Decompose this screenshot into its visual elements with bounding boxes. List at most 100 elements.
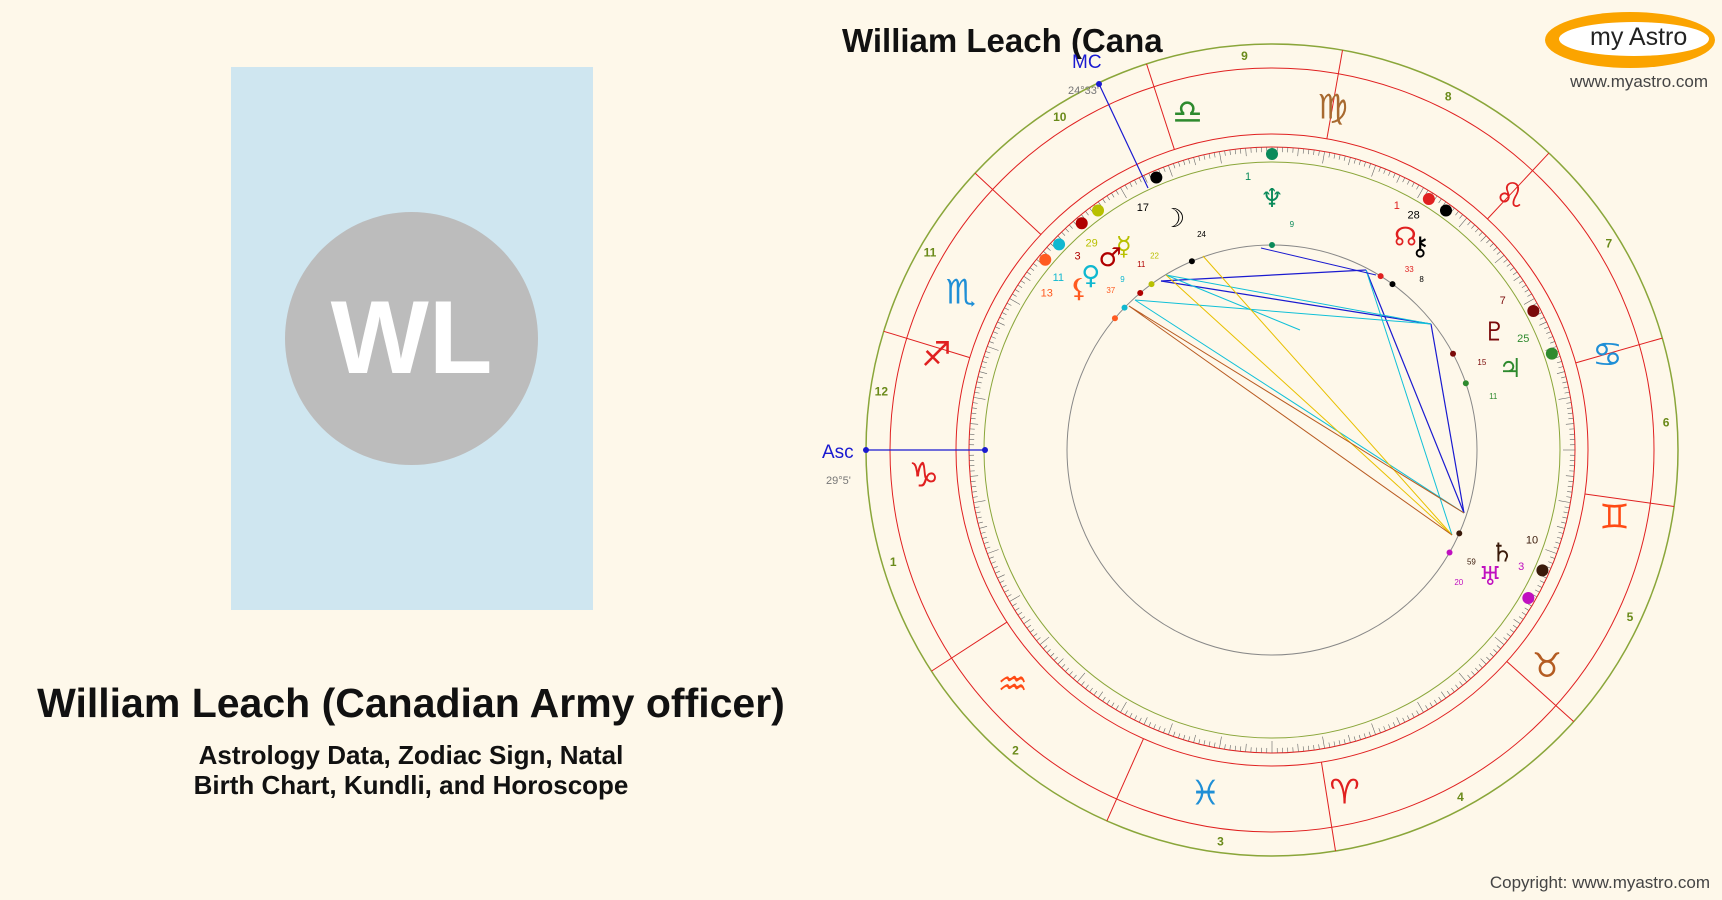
libra-icon: ♎ xyxy=(1172,92,1202,132)
planet-minute: 37 xyxy=(1106,286,1115,295)
planet-dot xyxy=(1527,305,1540,318)
house-number: 5 xyxy=(1627,610,1634,624)
planet-minute: 8 xyxy=(1419,275,1424,284)
planet-minute: 9 xyxy=(1120,275,1125,284)
planet-degree: 3 xyxy=(1518,561,1524,573)
house-number: 7 xyxy=(1605,237,1612,251)
planet-dot xyxy=(1545,347,1558,360)
house-number: 6 xyxy=(1663,415,1670,429)
logo-text: my Astro xyxy=(1590,23,1688,51)
copyright: Copyright: www.myastro.com xyxy=(1489,873,1710,892)
aspect-lines xyxy=(1128,247,1465,536)
cancer-icon: ♋ xyxy=(1592,335,1622,375)
aquarius-icon: ♒ xyxy=(997,665,1027,705)
uranus-icon[interactable]: ♅ xyxy=(1479,562,1502,592)
chart-title: William Leach (Cana xyxy=(842,22,1163,59)
planet-degree: 25 xyxy=(1517,333,1529,345)
house-number: 9 xyxy=(1241,49,1248,63)
sagittarius-icon: ♐ xyxy=(921,335,951,375)
house-number: 3 xyxy=(1217,835,1224,849)
aspect-point xyxy=(1377,273,1384,280)
mc-label: MC xyxy=(1072,52,1102,73)
leo-icon: ♌ xyxy=(1495,176,1525,216)
asc-degree: 29°5' xyxy=(826,475,851,487)
house-number: 12 xyxy=(875,385,889,399)
aspect-point xyxy=(1462,380,1469,387)
chiron-icon[interactable]: ⚷ xyxy=(1411,232,1430,262)
venus-icon[interactable]: ♀ xyxy=(1081,261,1100,291)
planet-degree: 1 xyxy=(1394,200,1400,212)
planet-degree: 17 xyxy=(1137,202,1149,214)
planet-dot xyxy=(1150,171,1163,184)
aspect-point xyxy=(1137,289,1144,296)
house-number: 8 xyxy=(1445,90,1452,104)
planet-minute: 9 xyxy=(1290,220,1295,229)
planet-degree: 3 xyxy=(1074,251,1080,263)
house-number: 1 xyxy=(890,555,897,569)
lilith-icon[interactable]: ⚸ xyxy=(1069,274,1088,304)
capricorn-icon: ♑ xyxy=(909,455,939,495)
planet-degree: 7 xyxy=(1500,295,1506,307)
planet-minute: 24 xyxy=(1197,230,1206,239)
site-url[interactable]: www.myastro.com xyxy=(1570,72,1708,91)
aspect-point xyxy=(1188,258,1195,265)
planet-degree: 10 xyxy=(1526,535,1538,547)
pluto-icon[interactable]: ♇ xyxy=(1483,318,1506,348)
person-name: William Leach (Canadian Army officer) xyxy=(37,680,785,726)
gemini-icon: ♊ xyxy=(1599,498,1629,538)
moon-icon[interactable]: ☽ xyxy=(1162,204,1185,234)
degree-ticks xyxy=(969,147,1575,753)
aspect-point xyxy=(1456,530,1463,537)
aspect-point xyxy=(1446,549,1453,556)
taurus-icon: ♉ xyxy=(1532,646,1562,686)
node-icon[interactable]: ☊ xyxy=(1394,222,1417,252)
subtitle-line-1: Astrology Data, Zodiac Sign, Natal xyxy=(198,740,624,770)
planet-minute: 59 xyxy=(1467,558,1476,567)
myastro-logo[interactable]: my Astro xyxy=(1545,12,1715,68)
planet-dot xyxy=(1039,253,1052,266)
mc-degree: 24°33' xyxy=(1068,85,1099,97)
planet-dot xyxy=(1075,217,1088,230)
planet-degree: 13 xyxy=(1041,287,1053,299)
planet-dot xyxy=(1092,204,1105,217)
aspect-point xyxy=(1148,281,1155,288)
house-number: 11 xyxy=(924,246,937,260)
planet-minute: 15 xyxy=(1477,358,1486,367)
planet-degree: 29 xyxy=(1085,237,1097,249)
planet-degree: 28 xyxy=(1408,209,1420,221)
neptune-icon[interactable]: ♆ xyxy=(1260,184,1283,214)
pisces-icon: ♓ xyxy=(1190,774,1220,814)
jupiter-icon[interactable]: ♃ xyxy=(1499,354,1522,384)
planet-degree: 11 xyxy=(1053,272,1064,284)
house-number: 10 xyxy=(1053,110,1067,124)
planet-minute: 22 xyxy=(1150,252,1159,261)
scorpio-icon: ♏ xyxy=(946,273,976,313)
aspect-point xyxy=(1121,304,1128,311)
planet-dot xyxy=(1439,204,1452,217)
profile-photo: WL xyxy=(231,67,593,610)
house-number: 4 xyxy=(1457,790,1464,804)
planet-dot xyxy=(1266,148,1278,160)
logo-inner xyxy=(1559,22,1709,56)
saturn-icon[interactable]: ♄ xyxy=(1491,538,1514,568)
planet-minute: 11 xyxy=(1137,260,1146,269)
avatar-initials: WL xyxy=(330,280,493,396)
subtitle-line-2: Birth Chart, Kundli, and Horoscope xyxy=(193,770,629,800)
planet-dot xyxy=(1522,592,1535,604)
planet-dot xyxy=(1536,564,1549,577)
aspect-point xyxy=(1269,242,1275,248)
house-cusps xyxy=(866,50,1675,852)
planet-dot xyxy=(1053,238,1066,251)
aspect-point xyxy=(1389,281,1396,288)
aspect-point xyxy=(1111,315,1118,322)
asc-label: Asc xyxy=(822,442,854,463)
planet-dot xyxy=(1422,192,1435,205)
mercury-icon[interactable]: ☿ xyxy=(1116,232,1132,262)
planet-degree: 1 xyxy=(1245,171,1251,183)
aries-icon: ♈ xyxy=(1329,772,1359,812)
planet-minute: 20 xyxy=(1454,578,1463,587)
aspect-point xyxy=(1450,350,1457,357)
planet-minute: 11 xyxy=(1489,392,1498,401)
mars-icon[interactable]: ♂ xyxy=(1098,243,1121,273)
